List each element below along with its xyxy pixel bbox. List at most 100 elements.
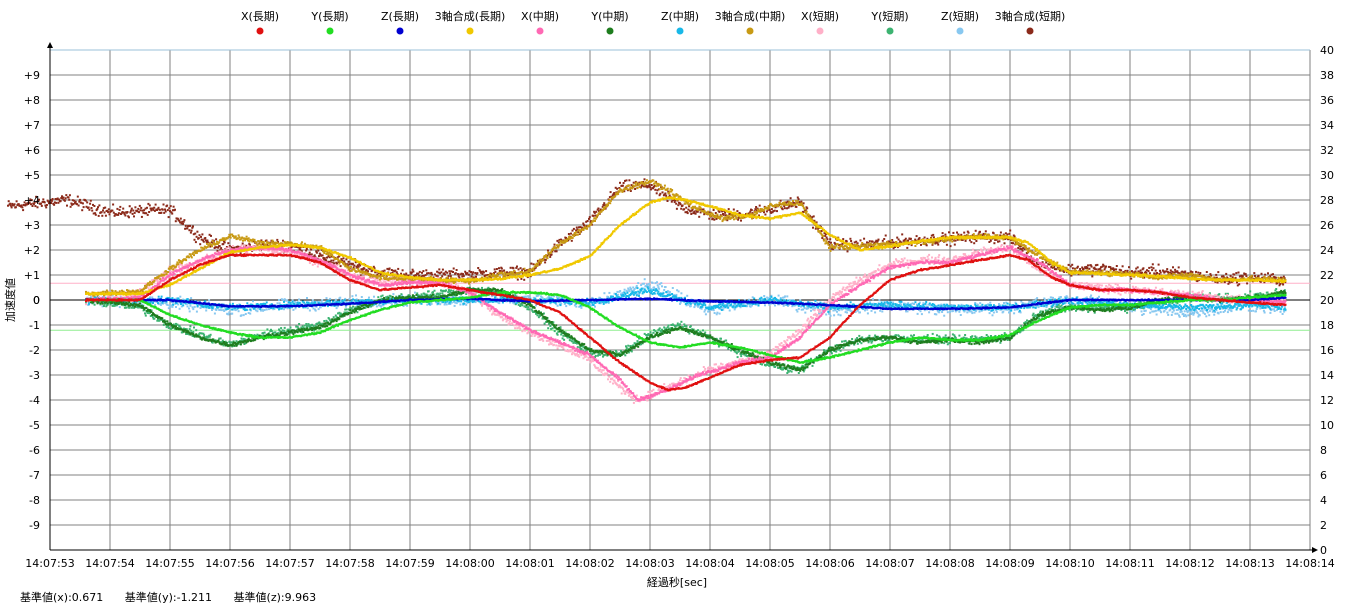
data-point xyxy=(282,239,284,242)
data-point xyxy=(639,186,642,189)
data-point xyxy=(116,207,119,210)
data-point xyxy=(414,274,417,277)
data-point xyxy=(152,300,154,303)
data-point xyxy=(545,321,548,323)
data-point xyxy=(578,346,581,349)
data-point xyxy=(1230,310,1233,313)
data-point xyxy=(404,303,407,306)
data-point xyxy=(185,328,188,331)
data-point xyxy=(653,286,656,289)
data-point xyxy=(252,240,255,243)
data-point xyxy=(186,305,189,308)
data-point xyxy=(636,340,639,343)
data-point xyxy=(555,250,558,253)
data-point xyxy=(132,209,135,212)
data-point xyxy=(441,292,444,295)
data-point xyxy=(1008,232,1011,235)
data-point xyxy=(325,319,328,322)
data-point xyxy=(1091,275,1094,278)
data-point xyxy=(1089,264,1092,267)
data-point xyxy=(363,267,366,270)
data-point xyxy=(287,328,290,331)
data-point xyxy=(303,324,306,327)
data-point xyxy=(1139,269,1142,272)
data-point xyxy=(904,237,907,240)
data-point xyxy=(45,204,48,206)
data-point xyxy=(1183,310,1186,313)
data-point xyxy=(430,302,433,305)
data-point xyxy=(1087,264,1089,267)
data-point xyxy=(556,333,559,336)
data-point xyxy=(123,306,126,309)
data-point xyxy=(584,348,587,351)
data-point xyxy=(725,339,728,342)
data-point xyxy=(1130,270,1133,273)
data-point xyxy=(397,267,400,270)
data-point xyxy=(138,204,141,207)
data-point xyxy=(224,306,226,309)
data-point xyxy=(841,242,844,245)
data-point xyxy=(904,302,907,305)
data-point xyxy=(514,303,517,306)
data-point xyxy=(360,303,363,306)
data-point xyxy=(103,303,106,305)
data-point xyxy=(787,206,790,209)
data-point xyxy=(13,203,16,206)
data-point xyxy=(243,343,246,345)
data-point xyxy=(926,237,929,240)
data-point xyxy=(884,234,887,237)
data-point xyxy=(742,303,745,306)
data-point xyxy=(632,289,635,292)
data-point xyxy=(1198,314,1201,317)
data-point xyxy=(956,238,959,241)
data-point xyxy=(495,268,498,270)
data-point xyxy=(1100,266,1102,269)
data-point xyxy=(680,292,683,295)
data-point xyxy=(263,309,266,311)
data-point xyxy=(602,204,605,206)
data-point xyxy=(640,343,643,346)
data-point xyxy=(876,239,879,242)
data-point xyxy=(1202,311,1205,314)
data-point xyxy=(773,209,776,212)
data-point xyxy=(148,204,151,207)
data-point xyxy=(711,217,714,220)
data-point xyxy=(159,303,162,306)
data-point xyxy=(643,332,646,335)
data-point xyxy=(794,202,796,205)
data-point xyxy=(80,201,83,204)
data-point xyxy=(1191,312,1194,314)
data-point xyxy=(20,204,23,207)
data-point xyxy=(663,289,666,291)
data-point xyxy=(55,201,58,204)
data-point xyxy=(1141,314,1144,316)
data-point xyxy=(750,209,753,212)
data-point xyxy=(98,204,101,207)
data-point xyxy=(948,306,951,309)
data-point xyxy=(1004,237,1007,240)
data-point xyxy=(713,312,716,314)
data-point xyxy=(359,274,362,277)
data-point xyxy=(698,332,701,334)
data-point xyxy=(547,249,549,252)
data-point xyxy=(618,352,621,355)
data-point xyxy=(936,241,939,244)
data-point xyxy=(141,209,144,212)
data-point xyxy=(1215,276,1218,279)
data-point xyxy=(536,314,539,317)
data-point xyxy=(542,312,545,315)
data-point xyxy=(1087,311,1090,313)
data-point xyxy=(1069,265,1072,268)
data-point xyxy=(301,331,303,334)
data-point xyxy=(1207,308,1210,311)
data-point xyxy=(440,289,443,292)
data-point xyxy=(749,210,752,213)
data-point xyxy=(828,243,831,246)
data-point xyxy=(372,299,375,302)
data-point xyxy=(824,351,827,353)
data-point xyxy=(276,302,279,305)
data-point xyxy=(450,301,453,304)
data-point xyxy=(443,272,446,275)
data-point xyxy=(523,305,526,308)
data-point xyxy=(604,207,607,210)
